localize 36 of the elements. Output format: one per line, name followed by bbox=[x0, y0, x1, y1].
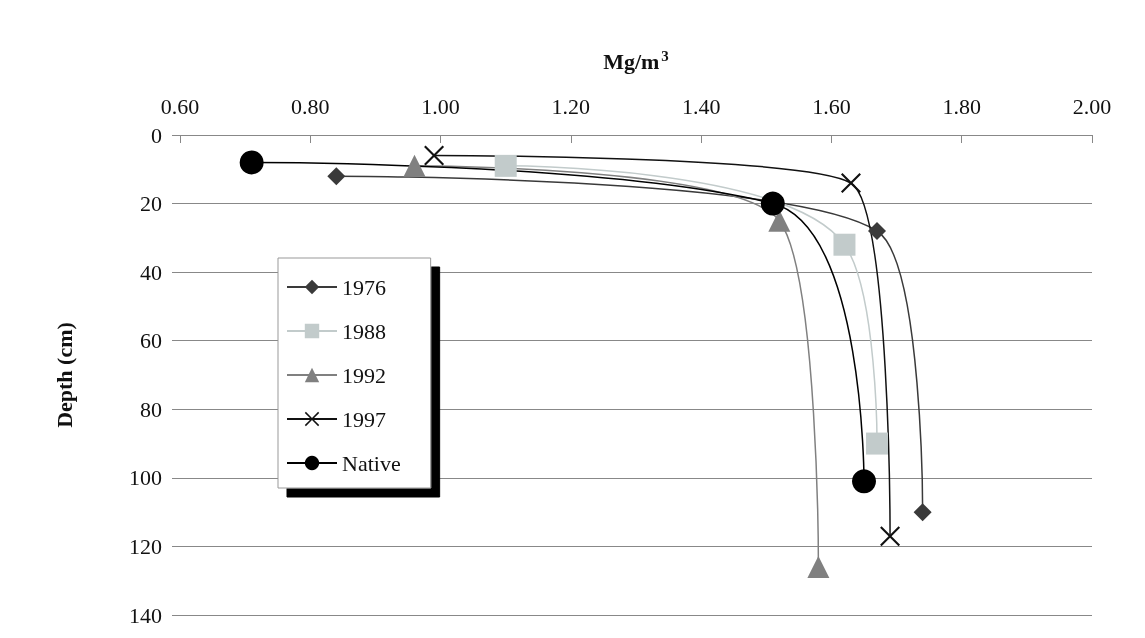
y-tick-label: 120 bbox=[129, 533, 162, 559]
point bbox=[880, 526, 901, 547]
point bbox=[327, 167, 346, 186]
legend-label: 1988 bbox=[342, 318, 386, 344]
y-tick-label: 140 bbox=[129, 602, 162, 628]
x-tick-label: 1.60 bbox=[812, 93, 851, 119]
point bbox=[403, 154, 426, 177]
point bbox=[807, 556, 830, 578]
y-tick-label: 0 bbox=[151, 122, 162, 148]
y-tick-label: 80 bbox=[140, 396, 162, 422]
legend-label: 1997 bbox=[342, 406, 386, 432]
point bbox=[239, 150, 264, 175]
y-tick-label: 40 bbox=[140, 259, 162, 285]
point bbox=[852, 469, 876, 494]
x-tick-label: 1.80 bbox=[942, 93, 981, 119]
point bbox=[868, 222, 887, 240]
legend-label: 1992 bbox=[342, 362, 386, 388]
x-tick-label: 0.80 bbox=[291, 93, 330, 119]
x-tick-label: 1.00 bbox=[421, 93, 460, 119]
y-tick-label: 60 bbox=[140, 328, 162, 354]
x-tick-label: 1.40 bbox=[681, 93, 721, 119]
y-axis-title: Depth (cm) bbox=[51, 322, 77, 428]
y-tick-label: 100 bbox=[129, 465, 162, 491]
x-tick-label: 1.20 bbox=[551, 93, 591, 119]
legend-label: 1976 bbox=[342, 274, 386, 300]
point bbox=[833, 233, 856, 256]
x-tick-label: 0.60 bbox=[160, 93, 200, 119]
point bbox=[840, 173, 861, 193]
legend-label: Native bbox=[342, 450, 401, 476]
point bbox=[913, 503, 932, 522]
y-tick-label: 20 bbox=[140, 191, 162, 217]
point bbox=[424, 145, 445, 166]
point bbox=[760, 191, 785, 216]
point bbox=[494, 154, 517, 177]
point bbox=[866, 432, 889, 455]
x-tick-label: 2.00 bbox=[1072, 93, 1112, 119]
